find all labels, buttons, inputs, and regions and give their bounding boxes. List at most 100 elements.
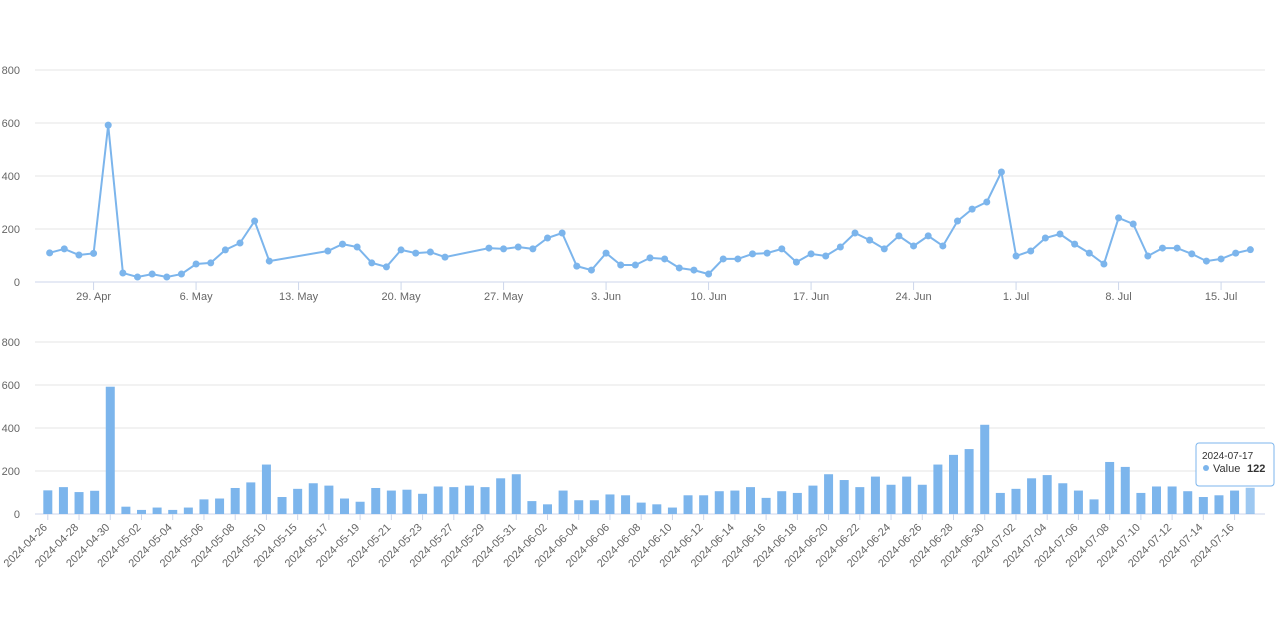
point (1056, 230, 1064, 238)
tooltip-box (1195, 442, 1275, 487)
point (485, 244, 493, 252)
bar (683, 495, 693, 514)
point (1115, 214, 1123, 222)
point (792, 258, 800, 266)
bar (902, 476, 912, 514)
point (544, 234, 551, 242)
bar (402, 489, 412, 514)
point (631, 261, 639, 269)
point (719, 255, 727, 263)
point (1041, 234, 1049, 242)
point (60, 245, 68, 253)
point (983, 198, 991, 206)
bar (199, 499, 209, 514)
point (997, 168, 1005, 176)
point (1012, 252, 1020, 260)
point (397, 246, 405, 254)
point (134, 273, 141, 281)
point (690, 266, 698, 274)
bar (152, 507, 162, 514)
point (602, 249, 610, 257)
bar (777, 491, 787, 514)
bar (1152, 486, 1161, 514)
bar (730, 490, 740, 514)
bar (1073, 490, 1083, 514)
point (749, 250, 756, 258)
bar (980, 424, 990, 514)
point (1027, 247, 1035, 255)
bar (464, 485, 474, 514)
bar (308, 483, 318, 514)
bar (1245, 487, 1255, 514)
bar (371, 487, 381, 514)
y-tick-label: 0 (14, 509, 20, 521)
bar (589, 500, 599, 514)
bar (183, 507, 193, 514)
point (1188, 250, 1196, 258)
bar (496, 478, 506, 514)
bar (480, 487, 490, 514)
point (763, 249, 771, 257)
point (1071, 240, 1079, 248)
tooltip-marker (1203, 465, 1209, 471)
bar (168, 509, 178, 514)
point (426, 248, 434, 256)
bar (636, 502, 646, 514)
point (1217, 255, 1225, 263)
y-tick-label: 400 (2, 423, 20, 435)
bar (1105, 461, 1115, 514)
point (90, 249, 98, 257)
y-tick-label: 400 (2, 171, 20, 183)
point (573, 262, 581, 270)
bar (699, 495, 709, 514)
y-tick-label: 200 (2, 224, 20, 236)
bar (355, 501, 365, 514)
bar (808, 485, 818, 514)
bar (964, 449, 974, 514)
y-tick-label: 600 (2, 380, 20, 392)
bar (1120, 466, 1130, 514)
point (822, 252, 830, 260)
bar (714, 491, 724, 514)
point (617, 261, 625, 269)
bar (527, 501, 537, 514)
point (1232, 249, 1240, 257)
tooltip-title: 2024-07-17 (1202, 451, 1254, 462)
bar (543, 504, 552, 514)
point (807, 250, 815, 258)
point (851, 229, 859, 237)
point (1202, 257, 1210, 265)
x-tick-label: 13. May (279, 291, 319, 303)
bar (418, 493, 428, 514)
x-tick-label: 29. Apr (76, 291, 111, 303)
point (1085, 249, 1093, 257)
point (368, 259, 376, 267)
bar (340, 498, 349, 514)
point (353, 243, 361, 251)
bar (652, 504, 662, 514)
bar (1214, 495, 1224, 514)
point (661, 255, 669, 263)
point (382, 263, 390, 271)
bar (433, 486, 443, 514)
bar (1198, 497, 1208, 514)
bar (449, 487, 459, 514)
bar (1167, 486, 1177, 514)
tooltip-value: 122 (1247, 463, 1265, 475)
point (1159, 244, 1166, 252)
point (339, 240, 346, 248)
point (119, 269, 127, 277)
x-tick-label: 1. Jul (1003, 291, 1029, 303)
point (236, 239, 244, 247)
bar (761, 497, 771, 514)
point (1246, 246, 1254, 254)
bar (1042, 475, 1052, 514)
point (866, 236, 874, 244)
bar (558, 490, 568, 514)
x-tick-label: 20. May (382, 291, 422, 303)
y-tick-label: 0 (14, 277, 20, 289)
point (734, 255, 742, 263)
point (895, 232, 903, 240)
point (778, 245, 786, 253)
bar (261, 464, 271, 514)
